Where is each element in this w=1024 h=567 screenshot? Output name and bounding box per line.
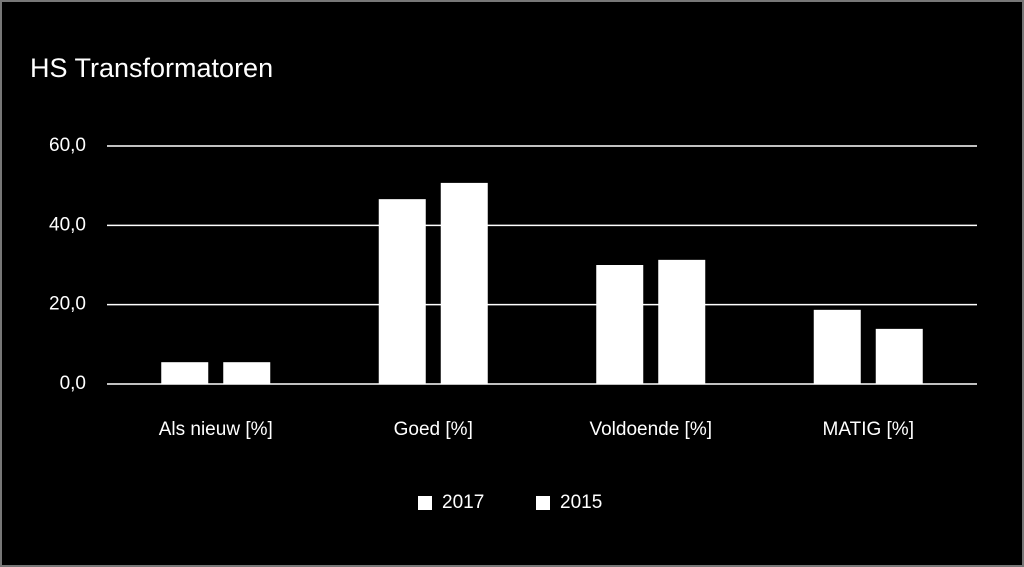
x-tick-label: Als nieuw [%]	[159, 419, 273, 440]
bar	[378, 199, 426, 384]
chart-title: HS Transformatoren	[30, 53, 273, 83]
bar	[658, 259, 706, 384]
y-tick-label: 60,0	[49, 135, 86, 156]
legend-swatch	[418, 496, 432, 510]
legend-swatch	[536, 496, 550, 510]
y-tick-label: 0,0	[60, 373, 86, 394]
bar	[440, 182, 488, 384]
bar	[596, 265, 644, 384]
y-tick-label: 40,0	[49, 214, 86, 235]
bar	[875, 328, 923, 384]
bar	[813, 309, 861, 384]
x-tick-label: MATIG [%]	[823, 419, 914, 440]
x-tick-label: Voldoende [%]	[589, 419, 712, 440]
legend-label: 2017	[442, 492, 484, 513]
x-tick-label: Goed [%]	[394, 419, 473, 440]
bar	[161, 362, 209, 384]
y-tick-label: 20,0	[49, 294, 86, 315]
bar	[223, 362, 271, 384]
legend-label: 2015	[560, 492, 602, 513]
